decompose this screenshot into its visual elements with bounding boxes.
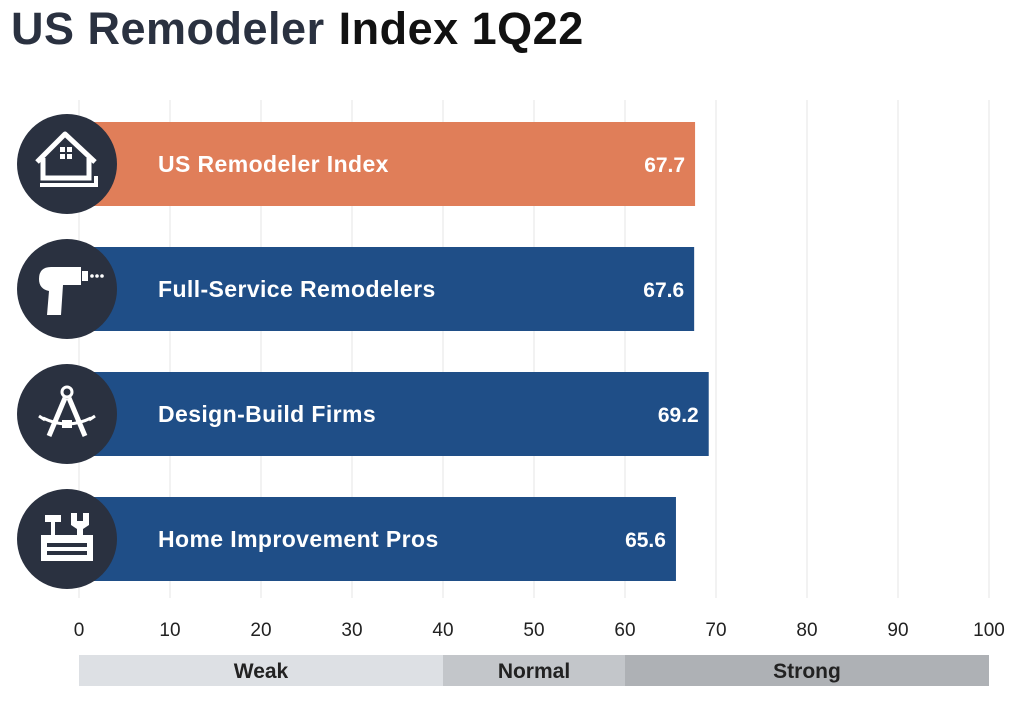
x-axis-ticks: 0 10 20 30 40 50 60 70 80 90 100 xyxy=(74,620,1005,641)
zone-label: Normal xyxy=(498,660,570,683)
x-tick-label: 60 xyxy=(614,620,635,641)
compass-icon xyxy=(38,385,96,437)
bar xyxy=(79,122,696,206)
chart-title: US Remodeler Index 1Q22 xyxy=(11,2,584,56)
toolbox-icon xyxy=(41,513,93,561)
x-tick-label: 40 xyxy=(432,620,453,641)
zone-label: Strong xyxy=(773,660,841,683)
x-tick-label: 20 xyxy=(250,620,271,641)
bar xyxy=(79,497,676,581)
title-part-2: Index 1Q22 xyxy=(338,3,584,54)
title-part-1: US Remodeler xyxy=(11,3,325,54)
bar-group: US Remodeler Index 67.7 xyxy=(17,114,696,214)
x-tick-label: 100 xyxy=(973,620,1005,641)
zone-band-weak xyxy=(79,655,443,686)
zone-label: Weak xyxy=(234,660,289,683)
drill-icon xyxy=(39,267,104,315)
zone-band-normal xyxy=(443,655,625,686)
icon-badge xyxy=(17,364,117,464)
bar xyxy=(79,372,709,456)
bar-group: Home Improvement Pros 65.6 xyxy=(17,489,676,589)
bar xyxy=(79,247,695,331)
bar-value-label: 67.7 xyxy=(644,154,685,177)
bar-category-label: Design-Build Firms xyxy=(158,401,376,427)
bar-value-label: 69.2 xyxy=(658,404,699,427)
strength-zones: Weak Normal Strong xyxy=(79,655,989,686)
x-tick-label: 70 xyxy=(705,620,726,641)
icon-badge xyxy=(17,114,117,214)
x-tick-label: 80 xyxy=(796,620,817,641)
icon-badge xyxy=(17,239,117,339)
bar-category-label: Full-Service Remodelers xyxy=(158,276,436,302)
bar-group: Design-Build Firms 69.2 xyxy=(17,364,709,464)
bar-category-label: Home Improvement Pros xyxy=(158,526,439,552)
bars: US Remodeler Index 67.7 Full-Service Remod… xyxy=(17,114,709,589)
bar-category-label: US Remodeler Index xyxy=(158,151,389,177)
zone-band-strong xyxy=(625,655,989,686)
bar-value-label: 65.6 xyxy=(625,529,666,552)
x-tick-label: 50 xyxy=(523,620,544,641)
bar-group: Full-Service Remodelers 67.6 xyxy=(17,239,695,339)
x-tick-label: 90 xyxy=(887,620,908,641)
x-tick-label: 0 xyxy=(74,620,85,641)
x-tick-label: 30 xyxy=(341,620,362,641)
bar-value-label: 67.6 xyxy=(643,279,684,302)
x-tick-label: 10 xyxy=(159,620,180,641)
house-icon xyxy=(35,131,98,187)
